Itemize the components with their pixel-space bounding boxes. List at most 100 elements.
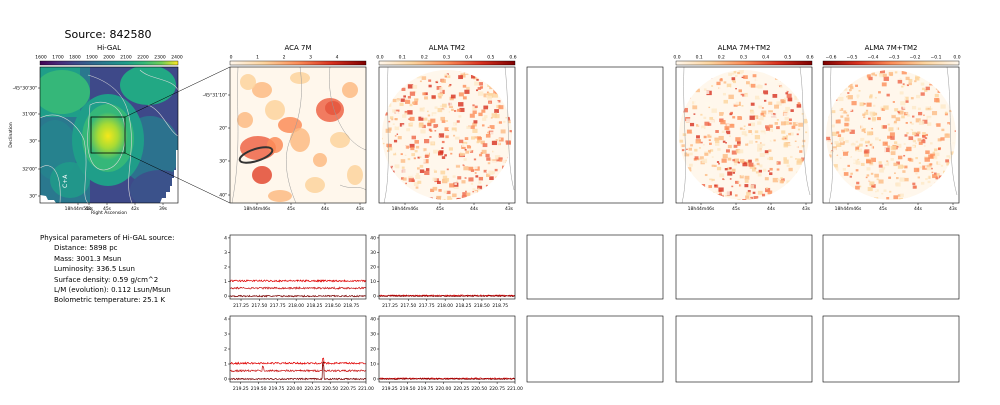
x-tick-label: 18h44m46s	[244, 206, 271, 212]
x-tick-label: 45s	[732, 206, 741, 212]
higal-zoom-box	[90, 116, 126, 154]
colorbar-tick-label: 0	[230, 55, 233, 61]
empty-spectrum-r2-c3	[526, 315, 664, 383]
x-tick-label: 18h44m46s	[392, 206, 419, 212]
spectrum-aca-upper: 217.25 217.50 217.75 218.00 218.25 218.50 218.…	[224, 234, 367, 309]
spectrum-series-line	[378, 377, 516, 380]
y-tick-label: 0	[373, 377, 376, 383]
comb-image	[679, 70, 809, 200]
aca-yaxis: -45°31'10" 20" 30" 40"	[203, 93, 230, 199]
colorbar-tick-label: −0.4	[868, 55, 879, 61]
comb-neg-image	[826, 70, 956, 200]
colorbar-tick-label: 1600	[35, 55, 47, 61]
y-tick-label: 1	[224, 279, 227, 285]
y-tick-label: 20	[370, 347, 376, 353]
x-tick-label: 220.50	[322, 386, 338, 392]
y-tick-label: 2	[224, 347, 227, 353]
x-tick-label: 45s	[287, 206, 296, 212]
physical-parameters: Physical parameters of Hi-GAL source: Di…	[40, 233, 174, 306]
aca-image	[230, 67, 366, 203]
colorbar-tick-label: −0.3	[889, 55, 900, 61]
spectrum-series-line	[229, 286, 367, 290]
higal-title: Hi-GAL	[97, 44, 121, 52]
colorbar-tick-label: 2000	[103, 55, 115, 61]
x-tick-label: 44s	[914, 206, 923, 212]
higal-image	[40, 67, 178, 203]
colorbar-tick-label: 0.4	[465, 55, 472, 61]
comb-title: ALMA 7M+TM2	[718, 44, 771, 52]
y-tick-label: 10	[370, 362, 376, 368]
higal-colorbar	[39, 60, 179, 66]
colorbar-tick-label: 1800	[69, 55, 81, 61]
x-tick-label: 18h44m46s	[835, 206, 862, 212]
x-tick-label: 219.50	[251, 386, 267, 392]
y-tick-label: 2	[224, 265, 227, 271]
y-tick-label: 20"	[219, 126, 227, 132]
x-tick-label: 44s	[767, 206, 776, 212]
x-tick-label: 218.00	[437, 303, 453, 309]
spectrum-tm2-lower: 219.25 219.50 219.75 220.00 220.25 220.50 220.…	[370, 315, 523, 392]
zoom-connector-bottom	[124, 152, 231, 204]
y-tick-label: -45°30'30"	[13, 86, 37, 92]
higal-xlabel: Right Ascension	[91, 210, 127, 216]
higal-marker: C+A	[62, 174, 69, 188]
param-luminosity: Luminosity: 336.5 Lsun	[54, 265, 135, 274]
higal-colorbar-ticks: 1600 1700 1800 1900 2000 2100 2200 2300 2400	[35, 55, 183, 61]
colorbar-tick-label: 1700	[52, 55, 64, 61]
y-tick-label: 40	[370, 235, 376, 241]
colorbar-tick-label: 2100	[120, 55, 132, 61]
colorbar-tick-label: 0.0	[376, 55, 383, 61]
colorbar-tick-label: 0.6	[806, 55, 813, 61]
x-tick-label: 220.75	[340, 386, 356, 392]
tm2-colorbar-ticks: 0.0 0.1 0.2 0.3 0.4 0.5 0.6	[376, 55, 516, 61]
x-tick-label: 220.00	[436, 386, 452, 392]
tm2-image	[382, 70, 512, 200]
x-tick-label: 44s	[470, 206, 479, 212]
x-tick-label: 39s	[159, 206, 168, 212]
param-lm-ratio: L/M (evolution): 0.112 Lsun/Msun	[54, 286, 171, 295]
x-tick-label: 219.75	[269, 386, 285, 392]
param-bolometric-temperature: Bolometric temperature: 25.1 K	[54, 296, 166, 305]
x-tick-label: 43s	[802, 206, 811, 212]
x-tick-label: 217.75	[419, 303, 435, 309]
y-tick-label: 40	[370, 317, 376, 323]
colorbar-tick-label: 2200	[137, 55, 149, 61]
y-tick-label: 3	[224, 332, 227, 338]
x-tick-label: 219.75	[418, 386, 434, 392]
empty-map-panel	[526, 66, 664, 204]
y-tick-label: 20	[370, 265, 376, 271]
colorbar-tick-label: 0.5	[487, 55, 494, 61]
colorbar-tick-label: 1	[256, 55, 259, 61]
colorbar-tick-label: 1900	[86, 55, 98, 61]
y-tick-label: 30"	[219, 159, 227, 165]
x-tick-label: 220.25	[453, 386, 469, 392]
x-tick-label: 219.50	[400, 386, 416, 392]
comb-panel: ALMA 7M+TM2 0.0 0.1 0.2 0.3 0.4 0.5 0.6 18h44m…	[673, 44, 813, 212]
x-tick-label: 45s	[103, 206, 112, 212]
y-tick-label: 4	[224, 235, 227, 241]
spectrum-series-line	[379, 294, 516, 298]
empty-spectrum-r1-c4	[675, 234, 813, 300]
y-tick-label: 0	[373, 294, 376, 300]
colorbar-tick-label: 2400	[171, 55, 183, 61]
colorbar-tick-label: 0.4	[762, 55, 769, 61]
x-tick-label: 43s	[505, 206, 514, 212]
x-tick-label: 48s	[85, 206, 94, 212]
x-tick-label: 42s	[131, 206, 140, 212]
colorbar-tick-label: 0.5	[784, 55, 791, 61]
comb-neg-xaxis: 18h44m46s 45s 44s 43s	[835, 203, 958, 212]
x-tick-label: 218.75	[343, 303, 359, 309]
empty-spectrum-r1-c3	[526, 234, 664, 300]
colorbar-tick-label: 2300	[154, 55, 166, 61]
spectrum-series-line	[230, 357, 367, 366]
colorbar-tick-label: 3	[309, 55, 312, 61]
param-mass: Mass: 3001.3 Msun	[54, 254, 122, 263]
comb-neg-title: ALMA 7M+TM2	[865, 44, 918, 52]
y-tick-label: 30"	[29, 139, 37, 145]
y-tick-label: 1	[224, 362, 227, 368]
x-tick-label: 18h44m51s	[65, 206, 92, 212]
x-tick-label: 219.25	[382, 386, 398, 392]
aca-title: ACA 7M	[284, 44, 311, 52]
